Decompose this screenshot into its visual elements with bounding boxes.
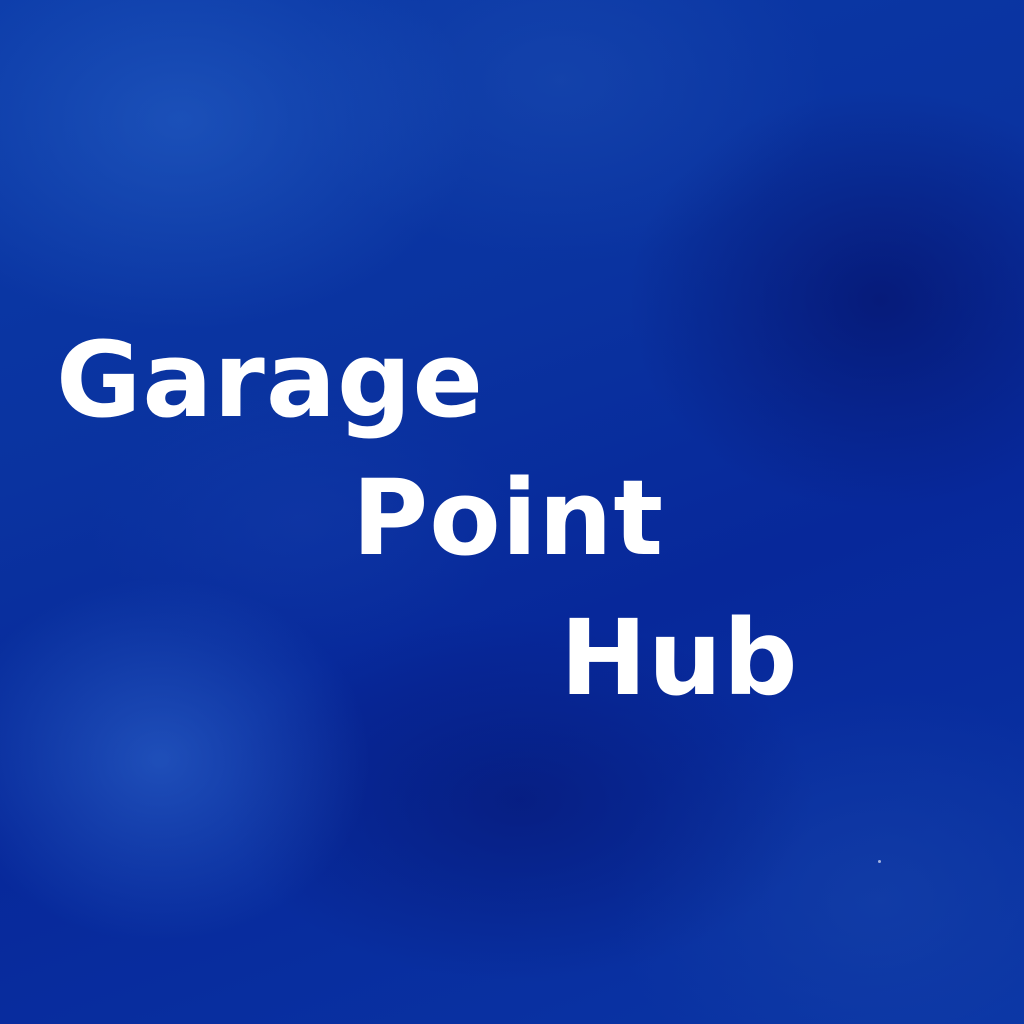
title-line-garage: Garage [56, 319, 484, 441]
background-speck [878, 860, 881, 863]
title-line-point: Point [352, 457, 665, 579]
title-line-hub: Hub [560, 597, 799, 719]
